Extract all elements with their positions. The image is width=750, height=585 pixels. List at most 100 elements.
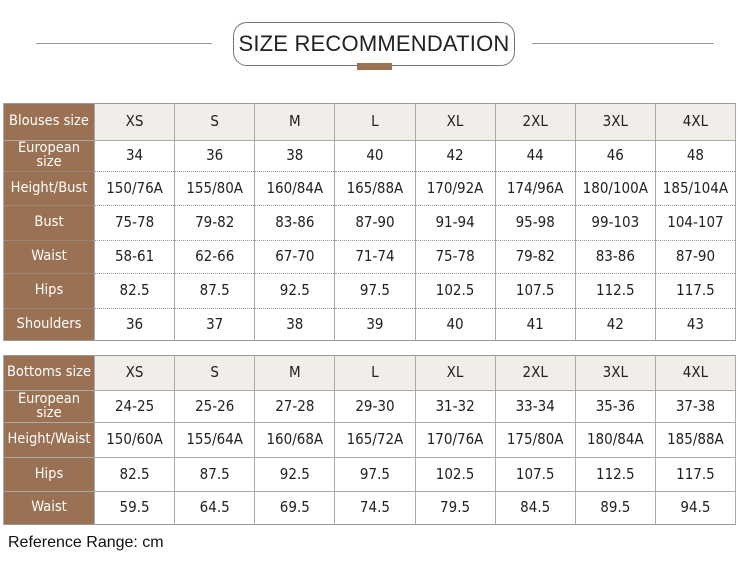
table-cell: 69.5	[254, 491, 336, 525]
table-cell: 94.5	[654, 491, 737, 525]
table-cell: 107.5	[494, 457, 576, 492]
title-divider-right	[532, 43, 714, 44]
table-cell: 44	[494, 140, 576, 172]
table-cell: 97.5	[334, 273, 416, 309]
row-label: European size	[3, 140, 95, 172]
table-cell: 91-94	[414, 205, 496, 241]
size-header-cell: XS	[93, 103, 176, 141]
table-cell: 180/100A	[574, 171, 656, 206]
row-label: Hips	[3, 273, 95, 309]
table-cell: 180/84A	[574, 422, 656, 458]
size-header-cell: L	[334, 103, 416, 141]
table-cell: 33-34	[494, 390, 576, 423]
blouses-size-table: Blouses size XS S M L XL 2XL 3XL 4XL European siz…	[3, 103, 737, 341]
table-cell: 155/80A	[174, 171, 256, 206]
table-cell: 95-98	[494, 205, 576, 241]
table-cell: 102.5	[414, 457, 496, 492]
table-cell: 25-26	[174, 390, 256, 423]
table-cell: 59.5	[93, 491, 176, 525]
table-cell: 112.5	[574, 457, 656, 492]
size-header-cell: XS	[93, 355, 176, 391]
row-label: Height/Waist	[3, 422, 95, 458]
title-divider-left	[36, 43, 212, 44]
table-row: Waist 59.5 64.5 69.5 74.5 79.5 84.5 89.5 94.5	[3, 491, 737, 525]
table-row: Hips 82.5 87.5 92.5 97.5 102.5 107.5 112.5 117.5	[3, 273, 737, 309]
table-cell: 84.5	[494, 491, 576, 525]
table-cell: 62-66	[174, 240, 256, 274]
row-label: Height/Bust	[3, 171, 95, 206]
row-label: Hips	[3, 457, 95, 492]
table-cell: 174/96A	[494, 171, 576, 206]
table-cell: 87.5	[174, 273, 256, 309]
table-cell: 97.5	[334, 457, 416, 492]
table-cell: 82.5	[93, 273, 176, 309]
table-cell: 112.5	[574, 273, 656, 309]
table-cell: 74.5	[334, 491, 416, 525]
row-label: Waist	[3, 491, 95, 525]
table-cell: 117.5	[654, 457, 737, 492]
table-cell: 165/88A	[334, 171, 416, 206]
table-cell: 155/64A	[174, 422, 256, 458]
table-cell: 92.5	[254, 457, 336, 492]
row-label: Waist	[3, 240, 95, 274]
table-cell: 34	[93, 140, 176, 172]
table-cell: 41	[494, 308, 576, 341]
size-header-cell: L	[334, 355, 416, 391]
table-cell: 87.5	[174, 457, 256, 492]
table-cell: 160/84A	[254, 171, 336, 206]
table-cell: 27-28	[254, 390, 336, 423]
table-row: Hips 82.5 87.5 92.5 97.5 102.5 107.5 112.5 117.5	[3, 457, 737, 492]
table-cell: 24-25	[93, 390, 176, 423]
table-cell: 79-82	[494, 240, 576, 274]
size-header-cell: 2XL	[494, 103, 576, 141]
table-header-row: Blouses size XS S M L XL 2XL 3XL 4XL	[3, 103, 737, 141]
table-cell: 31-32	[414, 390, 496, 423]
table-cell: 38	[254, 140, 336, 172]
size-header-cell: 3XL	[574, 355, 656, 391]
size-header-cell: 4XL	[654, 355, 737, 391]
table-cell: 89.5	[574, 491, 656, 525]
table-cell: 43	[654, 308, 737, 341]
table-row: Shoulders 36 37 38 39 40 41 42 43	[3, 308, 737, 341]
table-cell: 64.5	[174, 491, 256, 525]
size-header-cell: S	[174, 103, 256, 141]
table-cell: 42	[414, 140, 496, 172]
title-accent	[357, 63, 392, 70]
table-cell: 36	[174, 140, 256, 172]
table-cell: 36	[93, 308, 176, 341]
table-cell: 35-36	[574, 390, 656, 423]
table-cell: 75-78	[414, 240, 496, 274]
size-header-cell: XL	[414, 103, 496, 141]
table-cell: 38	[254, 308, 336, 341]
table-cell: 79-82	[174, 205, 256, 241]
table-cell: 117.5	[654, 273, 737, 309]
bottoms-size-table: Bottoms size XS S M L XL 2XL 3XL 4XL European siz…	[3, 355, 737, 525]
table-row: European size 24-25 25-26 27-28 29-30 31-32 33…	[3, 390, 737, 423]
table-header-row: Bottoms size XS S M L XL 2XL 3XL 4XL	[3, 355, 737, 391]
table-cell: 185/104A	[654, 171, 737, 206]
table-cell: 82.5	[93, 457, 176, 492]
table-row: European size 34 36 38 40 42 44 46 48	[3, 140, 737, 172]
table-cell: 165/72A	[334, 422, 416, 458]
table-cell: 40	[414, 308, 496, 341]
table-cell: 83-86	[254, 205, 336, 241]
table-cell: 79.5	[414, 491, 496, 525]
table-row: Bust 75-78 79-82 83-86 87-90 91-94 95-98 99-103…	[3, 205, 737, 241]
table-cell: 92.5	[254, 273, 336, 309]
table-row: Height/Bust 150/76A 155/80A 160/84A 165/88A 1…	[3, 171, 737, 206]
table-cell: 83-86	[574, 240, 656, 274]
table-cell: 160/68A	[254, 422, 336, 458]
table-cell: 99-103	[574, 205, 656, 241]
table-row: Height/Waist 150/60A 155/64A 160/68A 165/72A…	[3, 422, 737, 458]
table-cell: 75-78	[93, 205, 176, 241]
size-header-cell: M	[254, 103, 336, 141]
size-header-cell: S	[174, 355, 256, 391]
row-label: European size	[3, 390, 95, 423]
table-cell: 170/76A	[414, 422, 496, 458]
table-cell: 48	[654, 140, 737, 172]
table-cell: 29-30	[334, 390, 416, 423]
table-cell: 107.5	[494, 273, 576, 309]
size-header-cell: 2XL	[494, 355, 576, 391]
table-cell: 87-90	[334, 205, 416, 241]
row-label: Shoulders	[3, 308, 95, 341]
